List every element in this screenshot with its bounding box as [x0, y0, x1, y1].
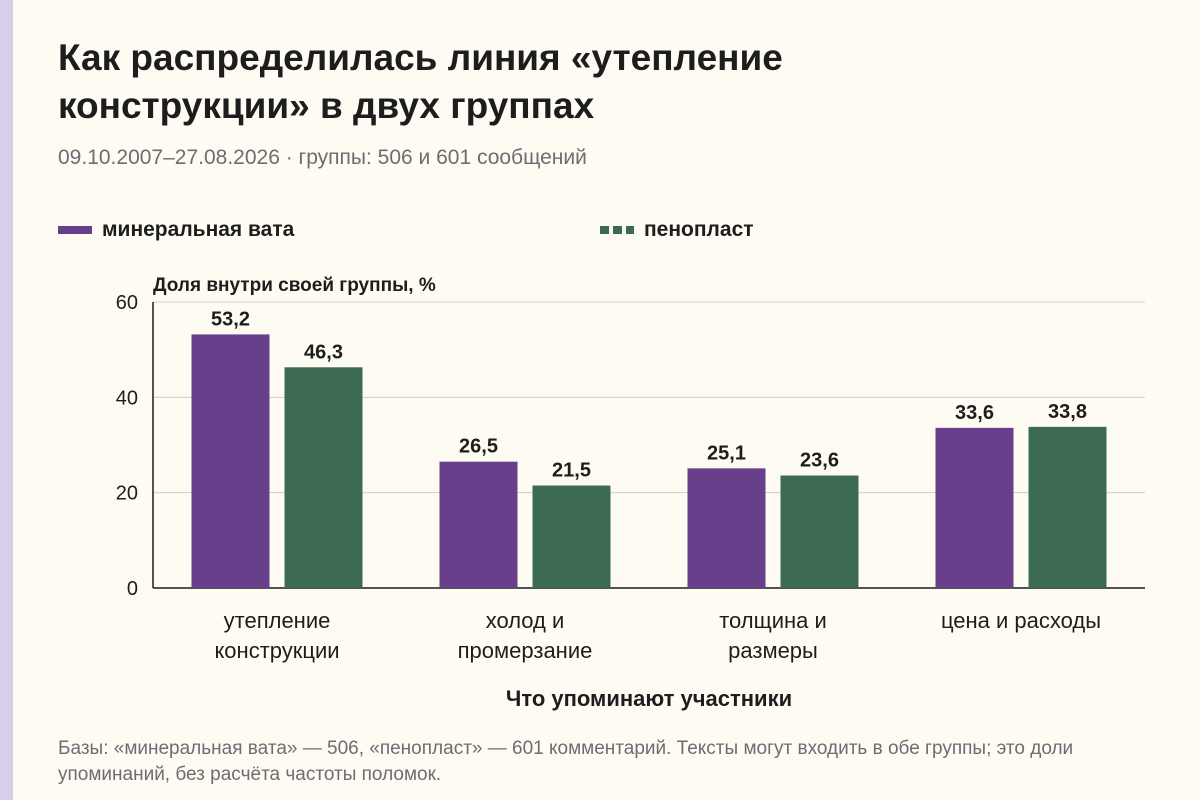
data-label: 33,8 [1048, 401, 1087, 423]
bar-foam [532, 485, 611, 588]
data-label: 46,3 [304, 341, 343, 363]
accent-strip [0, 0, 13, 800]
legend-swatch-dashed [600, 226, 634, 234]
footnote: Базы: «минеральная вата» — 506, «пенопла… [58, 738, 1074, 785]
y-tick-label: 20 [116, 483, 138, 505]
legend-item-mineral-wool: минеральная вата [58, 218, 294, 242]
x-tick-label: цена и расходы [941, 608, 1101, 633]
data-label: 23,6 [800, 450, 839, 472]
legend-item-foam: пенопласт [600, 218, 754, 242]
x-tick-label: толщина и размеры [719, 608, 827, 663]
legend-label-foam: пенопласт [644, 218, 754, 241]
chart-subtitle: 09.10.2007–27.08.2026 · группы: 506 и 60… [58, 146, 587, 169]
x-axis-label: Что упоминают участники [505, 686, 793, 711]
bar-mineral-wool [687, 468, 766, 588]
data-label: 33,6 [955, 402, 994, 424]
x-tick-label: холод и промерзание [458, 608, 593, 663]
chart-title: Как распределилась линия «утепление конс… [58, 37, 783, 126]
data-label: 21,5 [552, 460, 591, 482]
data-label: 53,2 [211, 308, 250, 330]
y-tick-label: 0 [127, 578, 138, 600]
bar-foam [780, 475, 859, 588]
bar-mineral-wool [191, 334, 270, 588]
data-label: 25,1 [707, 442, 746, 464]
y-axis-label: Доля внутри своей группы, % [153, 275, 436, 296]
data-label: 26,5 [459, 436, 498, 458]
legend-swatch-solid [58, 226, 92, 234]
legend-label-mineral-wool: минеральная вата [102, 218, 295, 241]
x-tick-label: утепление конструкции [214, 608, 339, 663]
bar-foam [1028, 426, 1107, 588]
y-tick-label: 40 [116, 387, 138, 409]
bar-mineral-wool [439, 461, 518, 588]
bar-mineral-wool [935, 427, 1014, 588]
bar-foam [284, 367, 363, 588]
y-tick-label: 60 [116, 292, 138, 314]
